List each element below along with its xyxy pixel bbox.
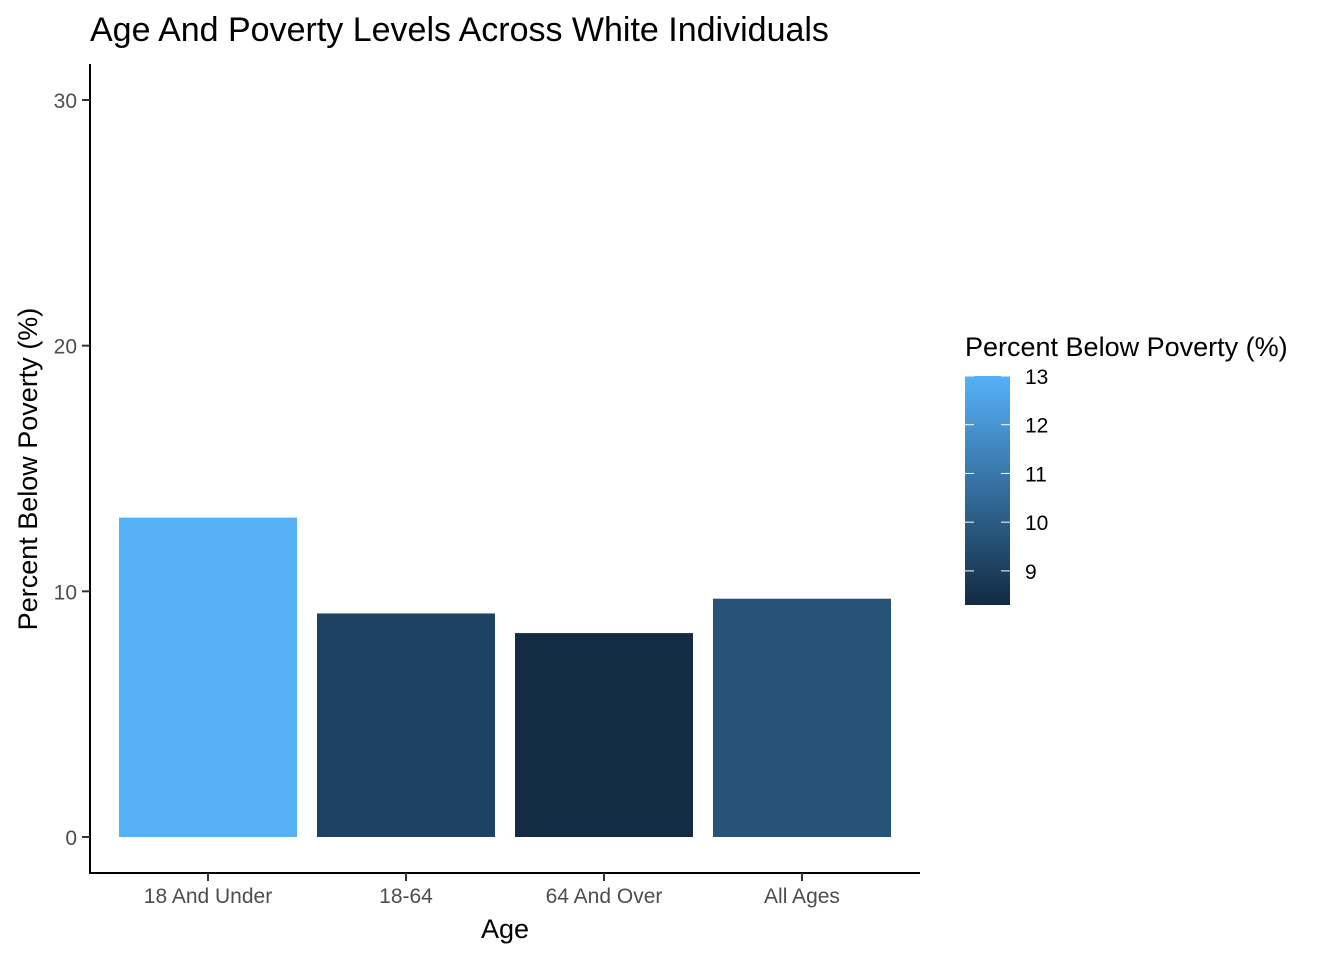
legend: Percent Below Poverty (%) 9 10 11 12 13 (965, 332, 1288, 605)
bar-18-64 (317, 613, 495, 837)
bar-18-and-under (119, 517, 297, 837)
x-tick-label: 18-64 (379, 885, 433, 908)
bars-group (119, 517, 891, 837)
x-tick-label: 64 And Over (546, 885, 663, 908)
x-ticks-group: 18 And Under 18-64 64 And Over All Ages (144, 873, 840, 908)
x-tick-label: All Ages (764, 885, 840, 908)
legend-tick-label: 10 (1025, 512, 1048, 535)
legend-title: Percent Below Poverty (%) (965, 332, 1288, 362)
legend-colorbar (965, 376, 1010, 605)
y-tick-label: 20 (54, 336, 77, 359)
y-axis-title: Percent Below Poverty (%) (13, 308, 43, 631)
x-axis-title: Age (481, 914, 529, 944)
chart-title: Age And Poverty Levels Across White Indi… (90, 11, 829, 49)
legend-tick-label: 9 (1025, 561, 1037, 584)
bar-all-ages (713, 598, 891, 837)
y-tick-label: 30 (54, 90, 77, 113)
legend-ticks-group: 9 10 11 12 13 (965, 366, 1048, 584)
y-tick-label: 0 (65, 827, 77, 850)
legend-tick-label: 12 (1025, 415, 1048, 438)
x-tick-label: 18 And Under (144, 885, 272, 908)
legend-tick-label: 11 (1025, 463, 1047, 486)
y-tick-label: 10 (54, 581, 77, 604)
bar-64-and-over (515, 633, 693, 837)
legend-tick-label: 13 (1025, 366, 1048, 389)
y-ticks-group: 0 10 20 30 (54, 90, 90, 850)
